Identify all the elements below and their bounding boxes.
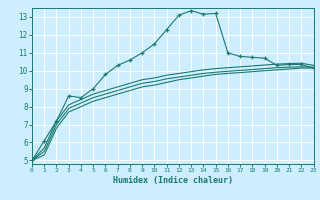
- X-axis label: Humidex (Indice chaleur): Humidex (Indice chaleur): [113, 176, 233, 185]
